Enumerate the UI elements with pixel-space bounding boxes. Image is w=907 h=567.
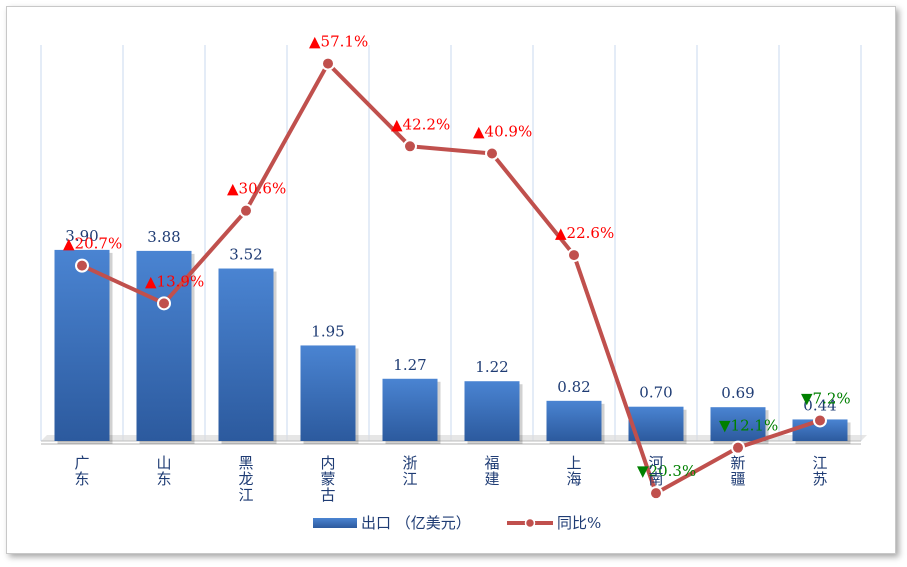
up-triangle-icon: ▲ [227,180,239,198]
category-label: 山东 [156,454,171,488]
bar-value-label: 0.44 [803,396,836,414]
yoy-marker [813,413,827,428]
bar-value-label: 3.52 [229,246,262,264]
yoy-line-path [81,61,821,496]
yoy-label: ▲20.7% [63,235,122,253]
down-triangle-icon: ▼ [801,389,813,407]
category-label: 广东 [74,454,89,488]
yoy-marker [567,248,581,263]
bar-value-label: 0.70 [639,384,672,402]
down-triangle-icon: ▼ [719,417,731,435]
yoy-label: ▲22.6% [555,224,614,242]
up-triangle-icon: ▲ [555,224,567,242]
yoy-marker [321,56,335,71]
legend-line-label: 同比% [557,514,601,532]
gridlines [40,45,862,441]
yoy-labels: ▲20.7% ▲13.9% ▲30.6% ▲57.1% ▲42.2% ▲40.9% ▲22.… [63,33,851,481]
chart-svg: 3.90 3.88 3.52 1.95 1.27 1.22 0.82 0.70 0.69 0.44… [40,33,867,532]
up-triangle-icon: ▲ [63,235,75,253]
yoy-marker [157,296,171,311]
bar-value-labels: 3.90 3.88 3.52 1.95 1.27 1.22 0.82 0.70 0.69 0.44 [65,227,836,415]
yoy-label: ▲57.1% [309,33,368,51]
legend-bar-swatch [313,518,357,528]
bar-value-label: 0.82 [557,378,590,396]
yoy-label: ▼12.1% [719,417,778,435]
category-label: 内蒙古 [320,454,335,504]
up-triangle-icon: ▲ [473,123,485,141]
yoy-label: ▼7.2% [801,389,851,407]
category-label: 福建 [484,454,499,488]
yoy-label: ▼20.3% [637,462,696,480]
bar-value-label: 1.27 [393,356,426,374]
up-triangle-icon: ▲ [145,272,157,290]
bar-value-label: 3.90 [65,227,98,245]
bar [546,400,602,441]
bar-value-label: 0.69 [721,384,754,402]
yoy-marker [75,258,89,273]
category-label: 浙江 [402,454,417,488]
yoy-marker [649,486,663,501]
bar [382,378,438,441]
down-triangle-icon: ▼ [637,462,649,480]
bar [464,381,520,441]
bar-value-label: 1.22 [475,358,508,376]
category-label: 黑龙江 [238,454,253,504]
yoy-label: ▲42.2% [391,115,450,133]
bar [710,407,766,441]
category-label: 河南 [648,454,663,488]
yoy-label: ▲40.9% [473,123,532,141]
legend: 出口 （亿美元） 同比% [313,514,601,532]
yoy-marker [239,203,253,218]
legend-bar-label: 出口 （亿美元） [361,514,471,532]
category-label: 上海 [566,454,581,488]
bar [218,268,274,441]
category-labels: 广东 山东 黑龙江 内蒙古 浙江 福建 上海 河南 新疆 江苏 [74,454,827,504]
yoy-label: ▲13.9% [145,272,204,290]
yoy-marker [485,146,499,161]
legend-line-marker [524,517,536,529]
bar [300,345,356,441]
up-triangle-icon: ▲ [309,33,321,51]
yoy-marker [731,440,745,455]
category-label: 江苏 [812,454,827,488]
bar-value-label: 3.88 [147,228,180,246]
bar-value-label: 1.95 [311,322,344,340]
category-label: 新疆 [730,454,745,488]
yoy-line [75,56,827,501]
yoy-marker [403,139,417,154]
up-triangle-icon: ▲ [391,115,403,133]
bar [54,249,110,441]
chart-frame: 3.90 3.88 3.52 1.95 1.27 1.22 0.82 0.70 0.69 0.44… [6,6,896,554]
yoy-label: ▲30.6% [227,180,286,198]
